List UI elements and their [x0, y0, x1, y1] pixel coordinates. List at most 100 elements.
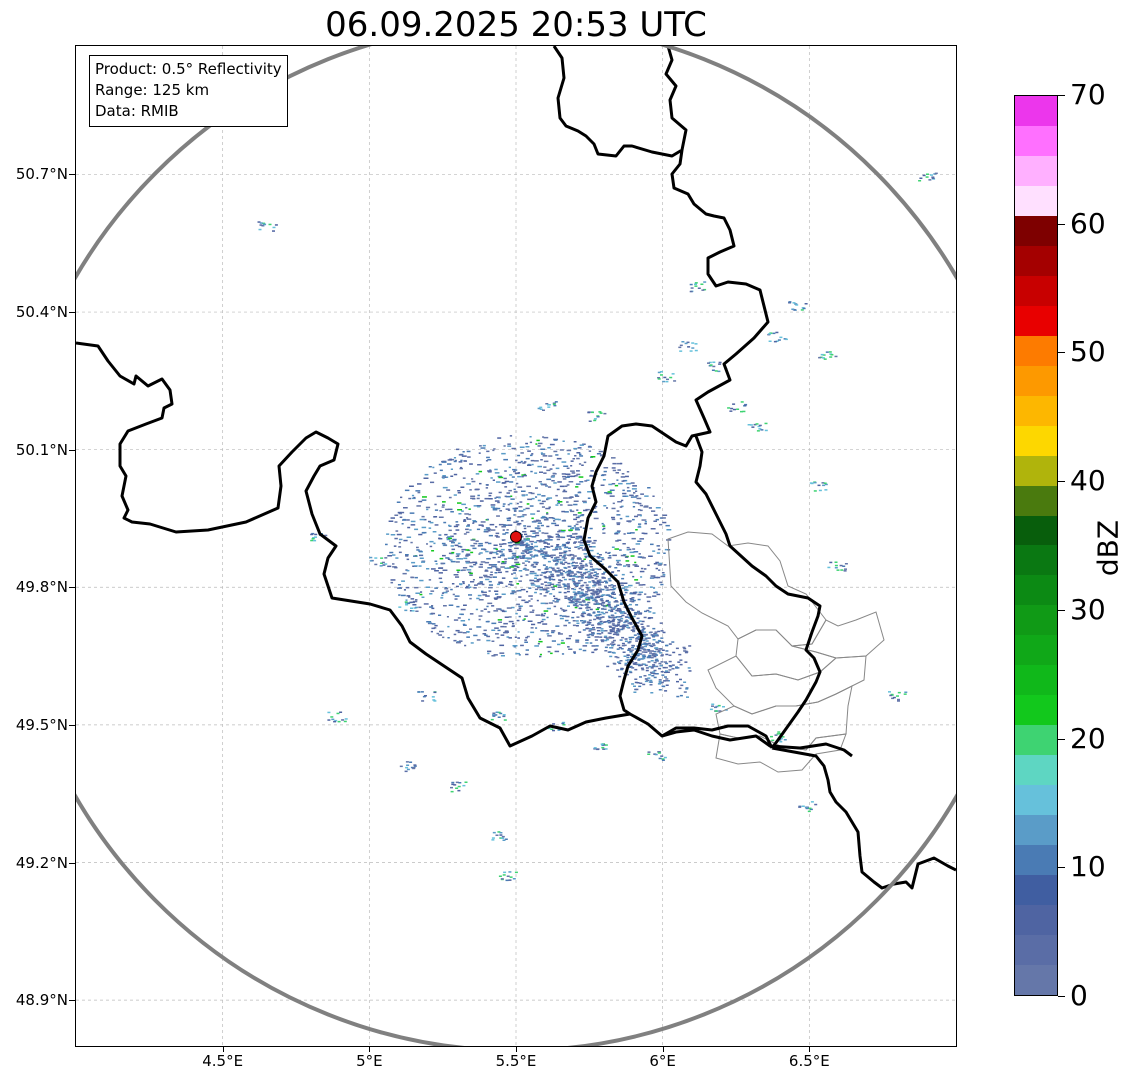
echo-pixel: [565, 546, 569, 548]
echo-pixel: [561, 510, 566, 513]
echo-pixel: [500, 566, 505, 568]
echo-pixel: [406, 764, 410, 766]
echo-pixel: [543, 519, 549, 521]
colorbar-segment: [1015, 545, 1057, 576]
echo-pixel: [568, 481, 574, 483]
echo-pixel: [498, 621, 502, 623]
echo-pixel: [596, 632, 600, 635]
echo-pixel: [617, 501, 622, 503]
echo-pixel: [494, 714, 498, 716]
echo-pixel: [647, 751, 651, 753]
echo-pixel: [843, 570, 847, 572]
echo-pixel: [465, 555, 469, 557]
echo-pixel: [620, 618, 624, 620]
echo-pixel: [606, 492, 609, 495]
echo-pixel: [566, 588, 570, 590]
echo-pixel: [577, 447, 582, 449]
echo-pixel: [652, 639, 656, 641]
echo-pixel: [380, 562, 384, 564]
echo-pixel: [496, 481, 501, 483]
echo-pixel: [456, 641, 461, 644]
echo-pixel: [398, 606, 402, 608]
echo-pixel: [564, 561, 568, 564]
echo-pixel: [779, 336, 783, 339]
echo-pixel: [553, 597, 558, 600]
echo-pixel: [599, 412, 603, 414]
echo-pixel: [660, 661, 664, 663]
echo-pixel: [613, 601, 619, 603]
echo-pixel: [434, 587, 438, 589]
echo-pixel: [621, 473, 625, 475]
echo-pixel: [530, 470, 533, 473]
echo-pixel: [461, 550, 464, 553]
echo-pixel: [598, 595, 601, 598]
echo-pixel: [556, 561, 560, 563]
echo-pixel: [426, 621, 432, 623]
echo-pixel: [466, 450, 471, 453]
echo-pixel: [605, 594, 609, 596]
echo-pixel: [644, 522, 647, 525]
echo-pixel: [575, 584, 579, 586]
echo-pixel: [341, 719, 345, 721]
echo-pixel: [676, 695, 680, 698]
echo-pixel: [553, 450, 558, 453]
echo-pixel: [645, 667, 649, 669]
map-title: 06.09.2025 20:53 UTC: [325, 5, 707, 45]
echo-pixel: [453, 533, 457, 535]
echo-pixel: [528, 551, 532, 554]
echo-pixel: [609, 643, 613, 645]
echo-pixel: [613, 585, 616, 587]
echo-pixel: [597, 622, 602, 624]
echo-pixel: [501, 593, 506, 595]
echo-pixel: [611, 637, 615, 639]
echo-pixel: [550, 545, 554, 547]
echo-pixel: [606, 589, 610, 591]
echo-pixel: [389, 551, 394, 554]
echo-pixel: [591, 568, 595, 570]
echo-pixel: [539, 574, 543, 576]
echo-pixel: [694, 349, 698, 352]
echo-pixel: [602, 528, 605, 531]
echo-pixel: [572, 533, 577, 535]
colorbar-tick-label: 70: [1070, 78, 1106, 111]
echo-pixel: [460, 613, 464, 616]
echo-pixel: [259, 222, 263, 224]
echo-pixel: [513, 488, 516, 491]
echo-pixel: [374, 563, 378, 566]
echo-pixel: [614, 548, 619, 550]
echo-pixel: [540, 452, 543, 454]
echo-pixel: [582, 443, 586, 445]
colorbar-segment: [1015, 515, 1057, 546]
echo-pixel: [453, 525, 459, 528]
echo-pixel: [546, 513, 549, 515]
echo-pixel: [556, 598, 561, 601]
echo-pixel: [689, 283, 693, 286]
echo-pixel: [503, 610, 507, 613]
echo-pixel: [409, 512, 415, 514]
echo-pixel: [594, 573, 598, 576]
echo-pixel: [588, 445, 591, 448]
echo-pixel: [577, 567, 581, 569]
echo-pixel: [527, 450, 531, 452]
echo-pixel: [468, 594, 473, 596]
echo-pixel: [512, 554, 517, 556]
echo-pixel: [543, 542, 549, 544]
echo-pixel: [579, 607, 583, 610]
echo-pixel: [611, 546, 615, 548]
echo-pixel: [336, 712, 340, 715]
echo-pixel: [707, 362, 710, 364]
echo-pixel: [611, 644, 615, 647]
echo-pixel: [602, 479, 606, 481]
echo-pixel: [562, 559, 566, 561]
echo-pixel: [473, 505, 479, 507]
echo-pixel: [657, 377, 661, 379]
echo-pixel: [617, 570, 621, 572]
echo-pixel: [497, 561, 501, 563]
echo-pixel: [615, 472, 620, 474]
echo-pixel: [630, 629, 634, 631]
echo-pixel: [636, 497, 642, 500]
echo-pixel: [607, 601, 611, 603]
echo-pixel: [634, 611, 638, 614]
echo-pixel: [515, 482, 519, 485]
echo-pixel: [484, 541, 489, 544]
